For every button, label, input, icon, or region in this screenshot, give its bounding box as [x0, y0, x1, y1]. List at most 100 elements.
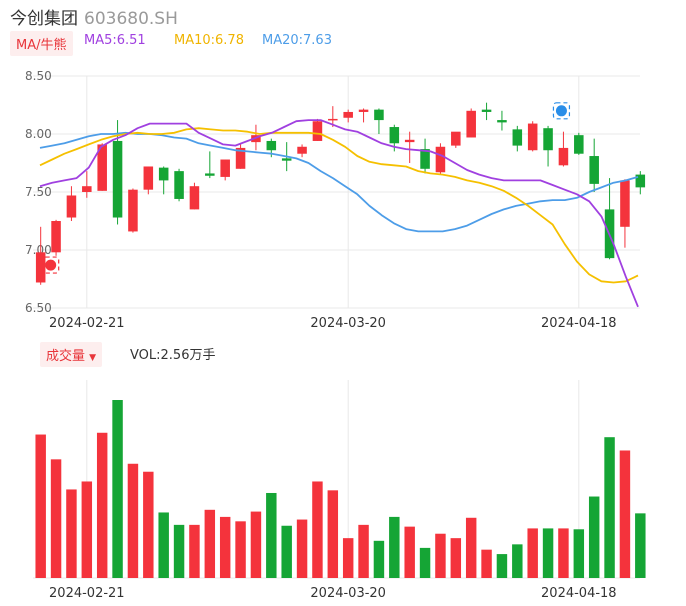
y-tick-label: 6.50 [25, 301, 52, 315]
volume-bar [435, 533, 446, 578]
candle-body [235, 147, 246, 169]
volume-bar [296, 519, 308, 578]
candle-body [328, 118, 338, 121]
volume-bar [112, 400, 123, 578]
ma5-line [39, 119, 639, 308]
candle-body [404, 139, 415, 143]
volume-value: VOL:2.56万手 [130, 348, 216, 363]
candle-body [82, 186, 92, 192]
volume-x-date-label: 2024-02-21 [49, 586, 125, 601]
volume-bar [342, 538, 354, 578]
volume-bar [573, 529, 585, 578]
x-date-label: 2024-02-21 [49, 316, 125, 331]
ma10-line [39, 127, 639, 284]
volume-bar [219, 516, 231, 578]
candle-body [512, 129, 523, 146]
candle-body [66, 195, 77, 218]
ma-indicator-tag[interactable]: MA/牛熊 [10, 31, 73, 56]
candle-body [189, 186, 200, 210]
dropdown-arrow-icon: ▼ [89, 353, 97, 363]
candle-body [543, 128, 553, 151]
candle-body [620, 180, 630, 227]
volume-bar [266, 492, 277, 578]
volume-bar [143, 471, 154, 578]
volume-bar [66, 489, 77, 578]
candle-body [51, 221, 61, 253]
y-tick-label: 8.00 [25, 127, 52, 141]
candle-body [112, 140, 123, 218]
candle-body [220, 159, 230, 177]
candle-body [466, 110, 476, 138]
volume-bar [373, 540, 385, 578]
volume-bar [465, 517, 477, 578]
volume-bar [527, 528, 538, 578]
y-tick-label: 8.50 [25, 69, 52, 83]
volume-bar [250, 511, 262, 578]
candle-body [497, 120, 507, 123]
stock-code: 603680.SH [84, 9, 178, 29]
x-date-label: 2024-03-20 [310, 316, 386, 331]
sell-marker-icon [555, 105, 567, 117]
candle-body [374, 109, 384, 121]
volume-bar [327, 490, 339, 578]
volume-bar [158, 512, 169, 578]
stock-title: 今创集团 603680.SH [10, 4, 178, 29]
candle-body [297, 146, 307, 154]
candle-body [266, 140, 277, 151]
candle-body [451, 131, 461, 146]
candle-body [358, 109, 369, 112]
volume-bar [50, 459, 62, 578]
volume-bar [127, 463, 139, 578]
candle-body [635, 174, 646, 188]
candle-body [174, 171, 184, 199]
volume-bar [96, 432, 108, 578]
volume-bar [235, 521, 246, 578]
candle-body [589, 156, 599, 184]
volume-bar [281, 525, 292, 578]
volume-bar [512, 544, 523, 578]
volume-bar [35, 434, 46, 578]
volume-indicator-tag[interactable]: 成交量 ▼ [40, 342, 103, 367]
stock-name: 今创集团 [10, 9, 78, 29]
candle-body [128, 189, 138, 232]
volume-bar [450, 538, 462, 578]
candle-body [574, 135, 584, 154]
volume-bar [404, 526, 415, 578]
volume-bar [588, 496, 600, 578]
candle-body [205, 173, 215, 176]
candle-body [343, 111, 353, 118]
volume-bar [481, 549, 492, 578]
volume-bar [81, 481, 93, 578]
ma5-value: MA5:6.51 [84, 33, 146, 48]
ma20-value: MA20:7.63 [262, 33, 332, 48]
candle-body [97, 144, 107, 191]
x-date-label: 2024-04-18 [541, 316, 617, 331]
volume-bar [312, 481, 323, 578]
candle-body [158, 167, 169, 181]
candle-body [558, 147, 569, 166]
volume-bar [619, 450, 631, 578]
ma20-line [39, 131, 639, 233]
volume-bar [189, 524, 200, 578]
volume-bar [204, 509, 216, 578]
volume-bar [419, 547, 431, 578]
volume-tag-label: 成交量 [46, 349, 86, 364]
candle-body [35, 252, 46, 283]
volume-x-date-label: 2024-04-18 [541, 586, 617, 601]
volume-bar [604, 437, 615, 578]
volume-bar [358, 524, 369, 578]
volume-bar [635, 513, 646, 578]
volume-bar [173, 524, 185, 578]
candle-body [527, 123, 538, 151]
candle-body [143, 166, 154, 190]
y-tick-label: 7.50 [25, 185, 52, 199]
volume-bar [389, 516, 400, 578]
candle-body [389, 127, 400, 144]
candle-body [312, 121, 323, 141]
candle-body [481, 109, 492, 112]
buy-marker-icon [45, 259, 57, 271]
candle-body [281, 158, 292, 161]
volume-x-date-label: 2024-03-20 [310, 586, 386, 601]
volume-bar [496, 554, 508, 578]
